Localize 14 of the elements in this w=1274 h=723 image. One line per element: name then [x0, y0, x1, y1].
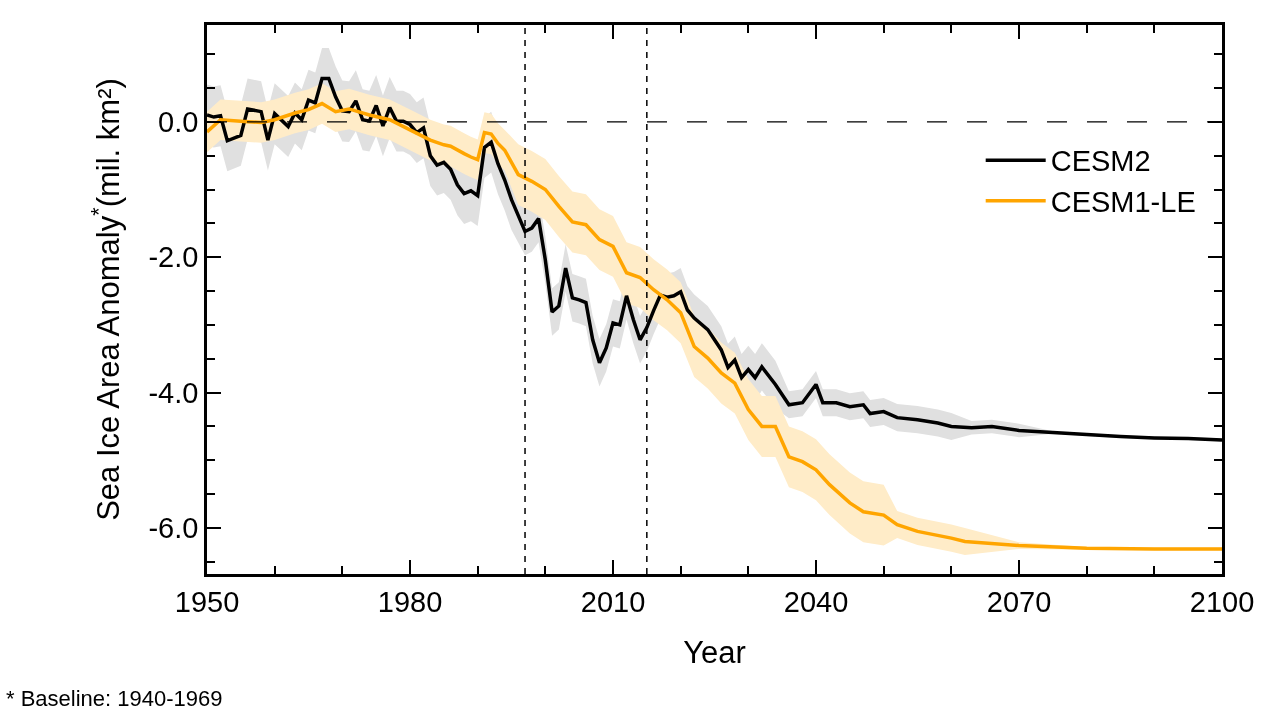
y-tick-label: -2.0	[148, 241, 199, 274]
x-tick-label: 1950	[174, 585, 240, 618]
y-tick-label: -6.0	[148, 512, 199, 545]
y-tick-label: -4.0	[148, 376, 199, 409]
x-tick-label: 2040	[783, 585, 849, 618]
x-tick-label: 2100	[1189, 585, 1255, 618]
legend-label: CESM2	[1050, 145, 1151, 178]
x-tick-label: 2010	[580, 585, 646, 618]
x-tick-label: 2070	[986, 585, 1052, 618]
text: * Baseline: 1940-1969	[6, 686, 223, 711]
y-tick-label: 0.0	[158, 105, 199, 138]
legend-label: CESM1-LE	[1050, 186, 1196, 219]
x-axis-title: Year	[683, 634, 746, 670]
x-tick-label: 1980	[377, 585, 443, 618]
